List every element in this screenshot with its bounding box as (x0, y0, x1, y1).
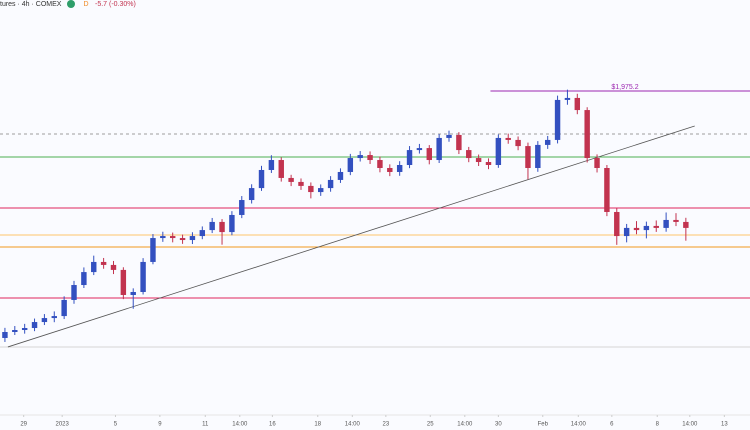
x-tick-label: 16 (269, 422, 276, 428)
candle-body (248, 188, 255, 201)
x-tick-label: 18 (314, 422, 321, 428)
candle-body (475, 158, 482, 163)
candle-body (199, 230, 206, 237)
candle-body (466, 150, 472, 159)
candle-body (653, 225, 659, 228)
candle-body (416, 148, 423, 151)
candle-body (110, 264, 117, 270)
x-tick-label: 5 (114, 422, 118, 428)
x-tick-label: 29 (20, 422, 27, 428)
candle-body (268, 160, 275, 170)
candle-body (258, 169, 265, 189)
candle-body (387, 167, 393, 172)
candle-body (189, 236, 196, 241)
candle-body (406, 150, 413, 166)
candle-body (100, 261, 107, 265)
candle-body (495, 137, 502, 166)
candle-body (396, 165, 403, 172)
x-tick-label: 23 (383, 422, 390, 428)
candle-body (446, 134, 452, 138)
candle-body (21, 328, 28, 331)
candle-body (120, 269, 127, 295)
candle-body (357, 155, 363, 159)
candle-body (436, 137, 442, 161)
x-tick-label: 30 (495, 422, 502, 428)
x-tick-label: 14:00 (682, 422, 698, 428)
candle-body (574, 97, 581, 111)
candle-body (683, 221, 689, 228)
candle-body (327, 179, 334, 189)
status-dot (67, 0, 75, 8)
candle-body (614, 211, 620, 237)
candle-body (51, 316, 57, 319)
candle-body (604, 167, 610, 212)
candle-body (41, 318, 48, 323)
candle-body (377, 160, 383, 168)
candle-body (564, 97, 571, 100)
candle-body (61, 299, 67, 317)
candle-body (219, 221, 225, 233)
candle-body (2, 332, 8, 338)
candle-body (31, 322, 38, 329)
x-tick-label: Feb (538, 422, 549, 428)
x-tick-label: 6 (610, 422, 614, 428)
candle-body (554, 99, 561, 140)
symbol-title: tures · 4h · COMEX (0, 1, 62, 8)
candle-body (623, 227, 630, 237)
candle-body (594, 158, 600, 168)
x-tick-label: 13 (721, 422, 728, 428)
candle-body (525, 146, 531, 168)
candle-body (505, 137, 511, 140)
candle-body (456, 134, 462, 151)
candle-body (130, 291, 136, 295)
candle-body (239, 200, 245, 215)
x-tick-label: 14:00 (571, 422, 587, 428)
x-tick-label: 14:00 (457, 422, 473, 428)
candle-body (150, 238, 156, 262)
candle-body (515, 139, 521, 147)
candle-body (643, 225, 650, 231)
candle-body (426, 148, 432, 161)
x-tick-label: 8 (656, 422, 660, 428)
candle-body (71, 285, 77, 300)
candle-body (288, 177, 294, 182)
candle-body (81, 272, 87, 286)
trendline (7, 125, 695, 348)
x-tick-label: 9 (158, 422, 162, 428)
level-label: $1,975.2 (611, 84, 638, 91)
x-tick-label: 14:00 (232, 422, 248, 428)
candle-body (160, 236, 166, 239)
x-tick-label: 14:00 (345, 422, 361, 428)
x-tick-label: 25 (427, 422, 434, 428)
candle-body (337, 171, 344, 180)
candle-body (535, 144, 541, 168)
candle-body (169, 236, 176, 239)
badge: D (83, 1, 88, 8)
candle-body (347, 158, 354, 172)
candle-body (584, 110, 590, 159)
candle-body (12, 330, 18, 332)
x-tick-label: 2023 (55, 422, 69, 428)
candle-body (140, 261, 146, 292)
candle-body (308, 185, 314, 193)
candle-body (367, 155, 373, 161)
candle-body (229, 214, 235, 233)
x-tick-label: 11 (202, 422, 209, 428)
candle-body (544, 139, 551, 145)
candle-body (485, 162, 492, 166)
candle-body (673, 219, 679, 222)
candle-body (318, 188, 324, 193)
candle-body (298, 181, 304, 186)
candle-body (663, 219, 669, 228)
candle-body (179, 238, 186, 241)
change: -5.7 (-0.30%) (95, 1, 136, 8)
candle-body (278, 160, 284, 178)
candle-body (91, 261, 97, 273)
candle-body (209, 221, 215, 231)
candle-body (633, 227, 640, 231)
